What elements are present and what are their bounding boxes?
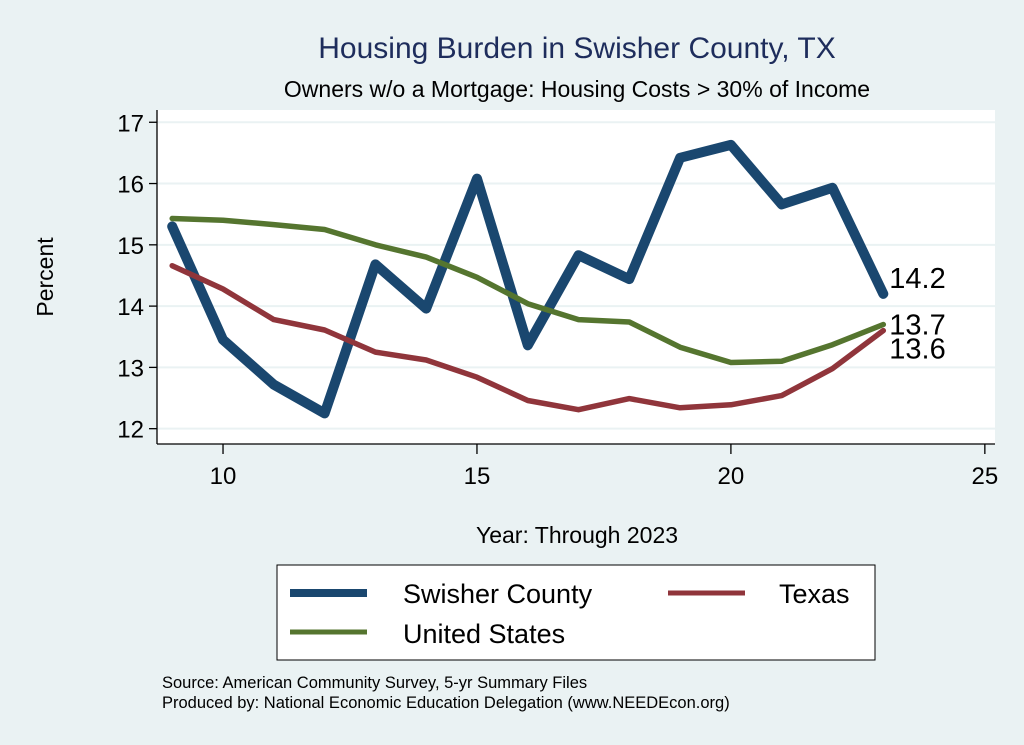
end-labels: 14.2 13.613.7: [889, 263, 945, 366]
x-tick-label: 25: [971, 463, 998, 490]
legend-label-texas: Texas: [779, 579, 850, 609]
series-line-united-states: [169, 215, 887, 366]
y-axis-title: Percent: [32, 237, 58, 317]
producer-note: Produced by: National Economic Education…: [162, 694, 730, 712]
y-tick-label: 12: [117, 417, 144, 444]
y-tick-label: 13: [117, 355, 144, 382]
chart-subtitle: Owners w/o a Mortgage: Housing Costs > 3…: [284, 76, 870, 102]
axes: 12 13 14 15 16 17 10 15 20 25: [117, 110, 998, 490]
x-tick-label: 15: [464, 463, 491, 490]
end-label-swisher-county: 14.2: [889, 263, 945, 295]
source-note: Source: American Community Survey, 5-yr …: [162, 674, 587, 692]
legend: Swisher County Texas United States: [276, 564, 876, 661]
chart-title: Housing Burden in Swisher County, TX: [318, 32, 836, 65]
series-lines: [167, 139, 889, 419]
gridlines: [157, 121, 995, 430]
plot-area: [157, 110, 995, 444]
x-tick-label: 20: [718, 463, 745, 490]
x-axis-title: Year: Through 2023: [476, 522, 678, 548]
series-line-swisher-county: [167, 139, 889, 419]
legend-box: [276, 564, 876, 661]
y-tick-label: 17: [117, 110, 144, 137]
series-line-texas: [169, 262, 887, 413]
x-tick-label: 10: [210, 463, 237, 490]
legend-label-swisher-county: Swisher County: [403, 579, 593, 609]
y-tick-label: 14: [117, 294, 144, 321]
y-tick-label: 16: [117, 172, 144, 199]
y-tick-label: 15: [117, 233, 144, 260]
end-label-texas: 13.6: [889, 334, 945, 366]
legend-label-united-states: United States: [403, 619, 565, 649]
end-label-united-states: 13.7: [889, 309, 945, 341]
